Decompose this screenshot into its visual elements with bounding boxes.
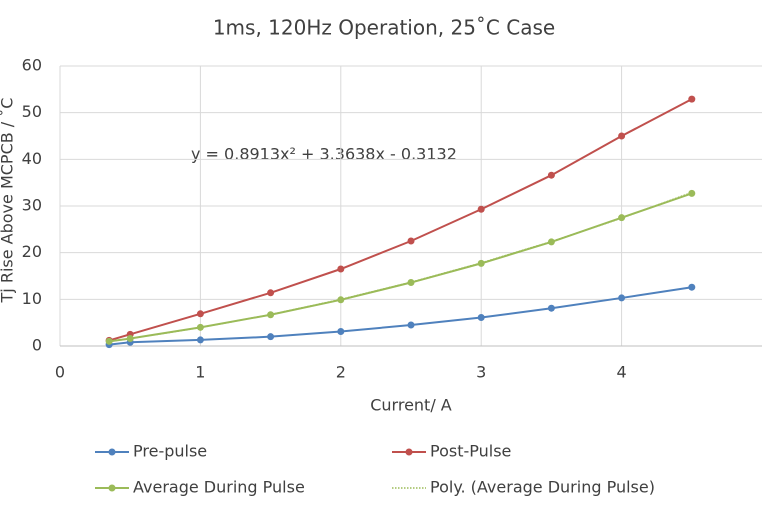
data-point xyxy=(196,310,204,318)
y-tick-label: 30 xyxy=(22,196,42,215)
chart-title: 1ms, 120Hz Operation, 25˚C Case xyxy=(213,16,555,40)
x-tick-label: 2 xyxy=(336,363,346,382)
legend-marker xyxy=(405,448,413,456)
legend-marker xyxy=(108,484,116,492)
legend-label: Poly. (Average During Pulse) xyxy=(430,478,655,497)
legend-label: Average During Pulse xyxy=(133,478,305,497)
x-tick-label: 3 xyxy=(476,363,486,382)
data-point xyxy=(267,289,275,297)
x-tick-label: 1 xyxy=(195,363,205,382)
y-tick-label: 20 xyxy=(22,242,42,261)
data-point xyxy=(618,294,626,302)
data-point xyxy=(196,336,204,344)
data-point xyxy=(196,323,204,331)
x-axis-label: Current/ A xyxy=(370,396,452,415)
data-point xyxy=(337,328,345,336)
legend-label: Pre-pulse xyxy=(133,442,207,461)
y-tick-label: 0 xyxy=(32,336,42,355)
data-point xyxy=(547,304,555,312)
trendline-equation: y = 0.8913x² + 3.3638x - 0.3132 xyxy=(191,145,457,164)
y-tick-label: 50 xyxy=(22,102,42,121)
data-point xyxy=(267,311,275,319)
x-tick-label: 0 xyxy=(55,363,65,382)
data-point xyxy=(688,283,696,291)
data-point xyxy=(267,333,275,341)
y-tick-label: 40 xyxy=(22,149,42,168)
data-point xyxy=(407,279,415,287)
y-tick-label: 60 xyxy=(22,56,42,75)
series-line xyxy=(109,192,693,343)
data-point xyxy=(407,321,415,329)
series-line xyxy=(108,98,693,342)
data-point xyxy=(337,265,345,273)
legend-marker xyxy=(108,448,116,456)
data-point xyxy=(688,95,696,103)
data-point xyxy=(547,171,555,179)
data-point xyxy=(477,259,485,267)
y-axis-label: Tj Rise Above MCPCB / ˚C xyxy=(0,98,17,304)
data-point xyxy=(688,189,696,197)
data-point xyxy=(407,237,415,245)
data-point xyxy=(618,132,626,140)
x-tick-label: 4 xyxy=(617,363,627,382)
trendline xyxy=(109,191,693,343)
legend-label: Post-Pulse xyxy=(430,442,511,461)
data-point xyxy=(477,314,485,322)
series-line xyxy=(109,286,692,346)
y-tick-label: 10 xyxy=(22,289,42,308)
data-point xyxy=(477,205,485,213)
